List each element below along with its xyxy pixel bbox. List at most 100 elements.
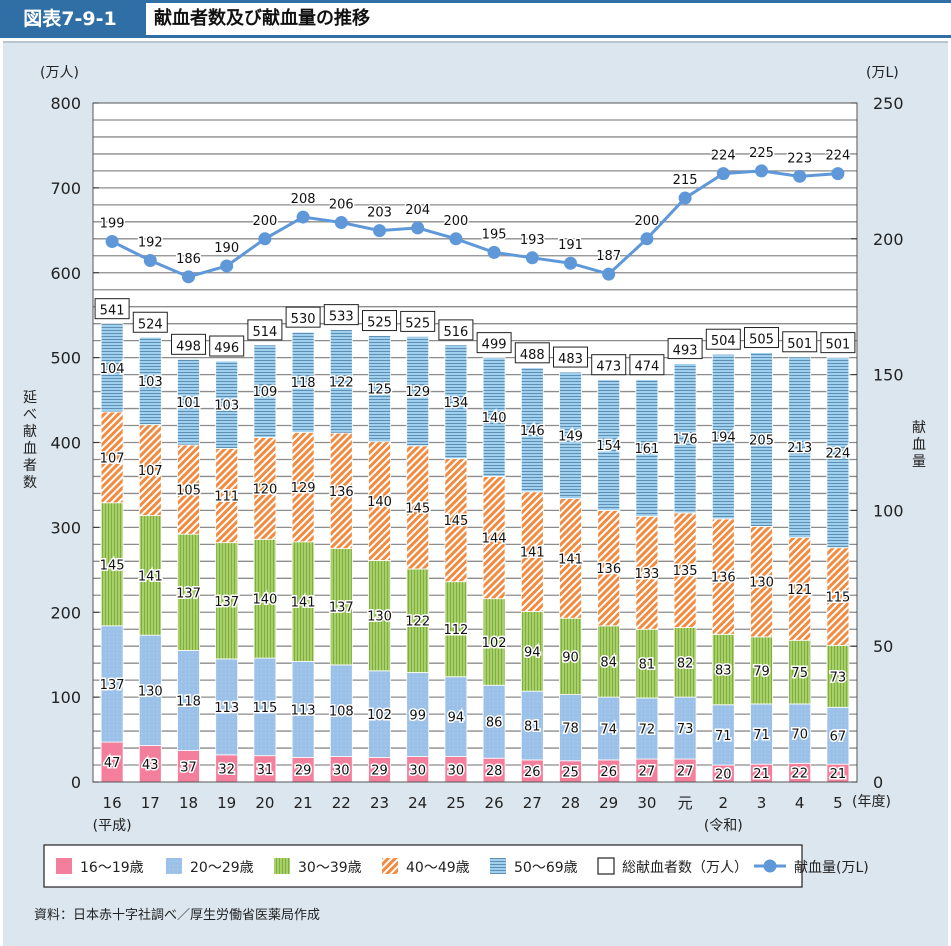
segment-label: 141 [520,546,545,561]
legend-item: 40〜49歳 [382,858,470,876]
left-tick-label: 0 [71,773,81,792]
total-label: 525 [400,310,436,332]
legend-swatch-age_16_19 [56,858,72,874]
total-label: 493 [667,338,703,360]
left-tick-label: 200 [50,603,81,622]
figure-header: 図表7-9-1 献血者数及び献血量の推移 [0,0,951,38]
legend-label: 50〜69歳 [514,860,578,876]
legend-swatch-age_40_49 [382,858,398,874]
segment-label: 27 [639,765,656,780]
segment-label: 141 [558,552,583,567]
right-tick-label: 100 [873,501,904,520]
legend-line-marker [763,859,777,873]
x-tick-label: 23 [370,794,389,812]
bar-segment-age_50_69 [100,323,124,413]
segment-label: 224 [825,447,850,462]
x-tick-label: 3 [757,794,767,812]
line-point-label: 192 [138,236,163,251]
total-label: 514 [247,319,283,341]
line-point-label: 224 [711,149,736,164]
right-tick-label: 50 [873,637,893,656]
total-label: 524 [132,311,168,333]
total-label: 504 [705,328,741,350]
segment-label: 37 [180,760,197,775]
segment-label: 145 [405,501,430,516]
x-tick-label: 30 [637,794,656,812]
total-box [629,354,665,376]
segment-label: 149 [558,429,583,444]
segment-label: 71 [715,729,732,744]
total-label: 474 [629,354,665,376]
total-label: 499 [476,332,512,354]
segment-label: 129 [291,481,316,496]
right-tick-label: 0 [873,773,883,792]
segment-label: 47 [104,756,121,771]
segment-label: 30 [409,763,426,778]
bar-segment-age_50_69 [482,357,506,477]
total-box [667,338,703,360]
total-value: 525 [367,316,392,331]
legend-swatch-total [597,857,615,875]
total-label: 473 [591,354,627,376]
segment-label: 72 [639,723,656,738]
segment-label: 86 [486,716,503,731]
bar-segment-age_50_69 [215,360,239,449]
legend-item: 50〜69歳 [490,858,578,876]
total-value: 524 [138,317,163,332]
line-point-label: 203 [367,206,392,221]
total-label: 501 [820,332,856,354]
segment-label: 146 [520,424,545,439]
segment-label: 26 [600,765,617,780]
left-tick-label: 700 [50,179,81,198]
legend-item: 20〜29歳 [166,858,254,876]
segment-label: 133 [634,567,659,582]
total-label: 530 [285,306,321,328]
line-point-label: 206 [329,198,354,213]
segment-label: 111 [214,490,239,505]
total-value: 516 [443,325,468,340]
segment-label: 109 [252,385,277,400]
total-label: 525 [362,310,397,332]
left-axis-title: 延べ献血者数 [23,390,37,491]
segment-label: 79 [753,664,770,679]
segment-label: 176 [673,432,698,447]
total-label: 516 [438,319,474,341]
x-tick-label: 28 [561,794,580,812]
total-box [820,332,856,354]
legend-label: 献血量(万L) [794,860,869,876]
total-label: 498 [171,333,206,355]
segment-label: 130 [138,684,163,699]
left-tick-label: 400 [50,434,81,453]
segment-label: 137 [100,678,125,693]
right-axis-unit: (万L) [866,65,899,81]
line-point [487,245,501,259]
segment-label: 140 [367,495,392,510]
line-point [373,224,386,238]
segment-label: 154 [596,439,621,454]
segment-label: 136 [596,562,621,577]
bar-segment-age_50_69 [444,344,468,460]
line-point [411,221,425,235]
x-tick-label: 17 [141,794,160,812]
segment-label: 137 [214,595,239,610]
total-box [323,304,359,326]
total-label: 541 [94,298,130,320]
x-tick-label: 19 [217,794,236,812]
segment-label: 141 [291,596,316,611]
segment-label: 115 [252,701,277,716]
legend-label: 総献血者数（万人） [622,860,748,876]
total-value: 483 [558,352,583,367]
total-label: 505 [744,327,779,349]
left-tick-label: 300 [50,518,81,537]
segment-label: 145 [100,558,125,573]
line-point-label: 204 [405,203,430,218]
x-tick-label: 18 [179,794,198,812]
left-tick-label: 800 [50,94,81,113]
total-value: 514 [252,325,277,340]
total-box [362,310,397,332]
total-box [514,342,550,364]
segment-label: 31 [257,763,274,778]
line-point [143,254,157,268]
total-box [247,319,283,341]
line-point-label: 200 [443,214,468,229]
